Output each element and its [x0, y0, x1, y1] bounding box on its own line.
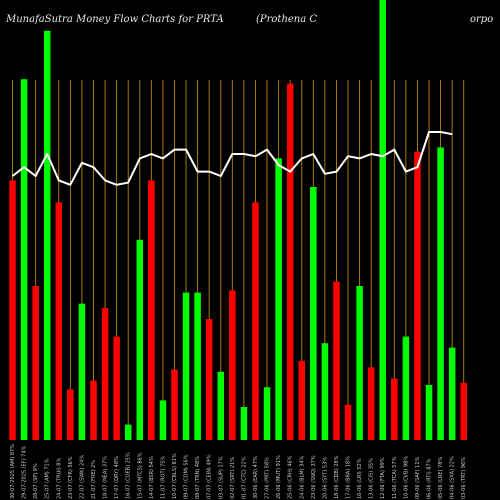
- bar-37: [425, 385, 433, 440]
- x-tick-label: 01-07 (CTC) 22%: [241, 456, 247, 499]
- chart-title: MunafaSutra Money Flow Charts for PRTA: [6, 14, 224, 25]
- bar-27: [310, 187, 317, 440]
- x-tick-label: 09-07 (COM) 56%: [184, 454, 190, 499]
- bar-26: [298, 360, 305, 440]
- x-tick-label: 16-07 (COEB) 25%: [126, 452, 132, 499]
- x-tick-label: 14-07 (BSR) 54%: [149, 456, 155, 499]
- bar-25: [286, 83, 294, 440]
- bar-2: [20, 79, 28, 440]
- bar-8: [90, 380, 97, 440]
- x-tick-label: 06-06 (RTI) 87%: [427, 458, 433, 499]
- x-tick-label: 10-07 (CRLS) 81%: [172, 453, 178, 499]
- bar-15: [171, 369, 178, 440]
- bar-38: [437, 147, 444, 440]
- money-flow-line-group: [11, 131, 453, 186]
- bar-28: [321, 343, 329, 440]
- bar-34: [391, 378, 398, 440]
- bar-20: [229, 290, 236, 440]
- x-tick-label: 24-07 (TRUI) 8%: [56, 458, 62, 499]
- x-tick-label: 29-07-2025 (EF) 74%: [22, 445, 28, 499]
- x-axis-labels: 30-07-2025 (AM) 87% 29-07-2025 (EF) 74% 28…: [10, 444, 467, 499]
- bar-16: [182, 292, 190, 440]
- x-tick-label: 11-06 (TCA) 57%: [392, 456, 398, 499]
- bar-9: [101, 308, 109, 440]
- money-flow-line: [11, 131, 453, 186]
- x-tick-label: 13-06 (CIS) 35%: [369, 458, 375, 499]
- bar-1: [9, 180, 16, 440]
- bar-22: [252, 202, 259, 440]
- x-tick-label: 15-07 (MTCS) 86%: [137, 452, 143, 499]
- bar-7: [78, 303, 86, 440]
- bar-36: [414, 151, 421, 441]
- x-tick-label: 12-06 (FTA) 99%: [380, 457, 386, 499]
- bar-4: [43, 30, 51, 441]
- bar-19: [217, 371, 225, 440]
- x-tick-label: 20-06 (SYT) 53%: [322, 457, 328, 499]
- x-tick-label: 21-07 (FRE) 2%: [91, 460, 97, 499]
- company-name-tail: orpo: [470, 14, 494, 25]
- x-tick-label: 02-07 (SRT) 21%: [230, 457, 236, 499]
- bar-5: [55, 202, 63, 440]
- x-tick-label: 17-06 (BRA) 18%: [346, 456, 352, 499]
- bar-21: [240, 407, 248, 440]
- bar-10: [113, 336, 120, 440]
- bar-40: [460, 382, 467, 440]
- x-tick-label: 05-06 (LRE) 78%: [438, 457, 444, 499]
- bar-24: [275, 158, 282, 440]
- x-tick-label: 07-07 (CEIN) 49%: [207, 454, 213, 499]
- company-name: (Prothena C: [256, 14, 318, 25]
- x-tick-label: 09-06 (SAF) 11%: [415, 456, 421, 499]
- x-tick-label: 03-07 (SUP) 17%: [218, 456, 224, 499]
- bar-31: [356, 286, 363, 440]
- x-tick-label: 30-06 (EAR) 47%: [253, 456, 259, 499]
- bar-18: [205, 319, 213, 440]
- x-tick-label: 11-07 (ROT) 75%: [160, 456, 166, 499]
- bar-29: [333, 281, 340, 440]
- x-tick-label: 26-06 (MUT) 91%: [276, 455, 282, 499]
- x-tick-label: 18-07 (NEA) 37%: [103, 456, 109, 499]
- bar-13: [148, 180, 155, 440]
- x-tick-label: 16-06 (LRI) 52%: [357, 458, 363, 499]
- bar-3: [32, 286, 39, 440]
- bar-12: [136, 239, 144, 440]
- x-tick-label: 30-07-2025 (AM) 87%: [10, 444, 16, 499]
- x-tick-label: 24-06 (BLM) 34%: [299, 455, 305, 499]
- bar-6: [67, 389, 74, 440]
- x-tick-label: 27-06 (PRT) 58%: [265, 457, 271, 499]
- x-tick-label: 25-07 (AM) 71%: [45, 458, 51, 499]
- bar-30: [344, 404, 352, 440]
- x-tick-label: 08-07 (TRN) 48%: [195, 456, 201, 499]
- bar-35: [402, 336, 410, 440]
- x-tick-label: 18-06 (CDB) 28%: [334, 455, 340, 499]
- bar-14: [159, 400, 167, 440]
- x-tick-label: 10-06 (CVB) 98%: [403, 456, 409, 499]
- bar-33: [379, 0, 386, 440]
- bar-17: [194, 292, 201, 440]
- x-tick-label: 28-07 (SP) 9%: [33, 463, 39, 499]
- bars: [9, 0, 467, 441]
- x-tick-label: 22-07 (SWK) 24%: [79, 455, 85, 499]
- bar-32: [367, 367, 375, 440]
- x-tick-label: 17-07 (DRY) 48%: [114, 456, 120, 499]
- bar-39: [448, 347, 456, 440]
- x-tick-label: 04-06 (SXA) 22%: [450, 456, 456, 499]
- x-tick-label: 25-06 (CRH) 46%: [288, 455, 294, 499]
- x-tick-label: 23-06 (SNQ) 37%: [311, 455, 317, 499]
- bar-11: [124, 424, 132, 440]
- bar-23: [263, 387, 271, 440]
- x-tick-label: 23-07 (CFR) 56%: [68, 456, 74, 499]
- x-tick-label: 03-06 (TRT) 96%: [461, 457, 467, 499]
